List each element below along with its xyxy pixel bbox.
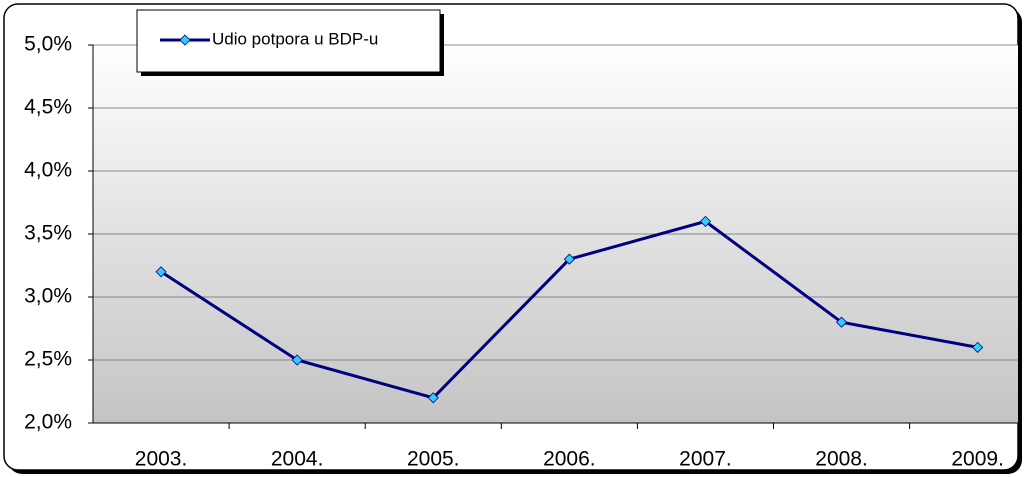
x-tick-label: 2004. <box>271 448 324 471</box>
x-tick-label: 2005. <box>407 448 460 471</box>
y-tick-label: 2,5% <box>24 348 72 371</box>
marker <box>291 354 303 366</box>
x-tick-label: 2003. <box>135 448 188 471</box>
marker <box>427 392 439 404</box>
marker <box>563 253 575 265</box>
x-tick-label: 2009. <box>951 448 1004 471</box>
legend-marker <box>179 34 191 46</box>
y-tick-label: 3,0% <box>24 285 72 308</box>
y-tick-label: 3,5% <box>24 222 72 245</box>
legend-label: Udio potpora u BDP-u <box>212 29 378 48</box>
marker <box>155 266 167 278</box>
y-tick-label: 4,0% <box>24 159 72 182</box>
x-tick-label: 2007. <box>679 448 732 471</box>
x-tick-label: 2008. <box>815 448 868 471</box>
x-tick-label: 2006. <box>543 448 596 471</box>
y-tick-label: 2,0% <box>24 411 72 434</box>
marker <box>972 341 984 353</box>
marker <box>699 215 712 227</box>
marker <box>835 316 848 328</box>
y-tick-label: 5,0% <box>24 33 72 56</box>
y-tick-label: 4,5% <box>24 96 72 119</box>
